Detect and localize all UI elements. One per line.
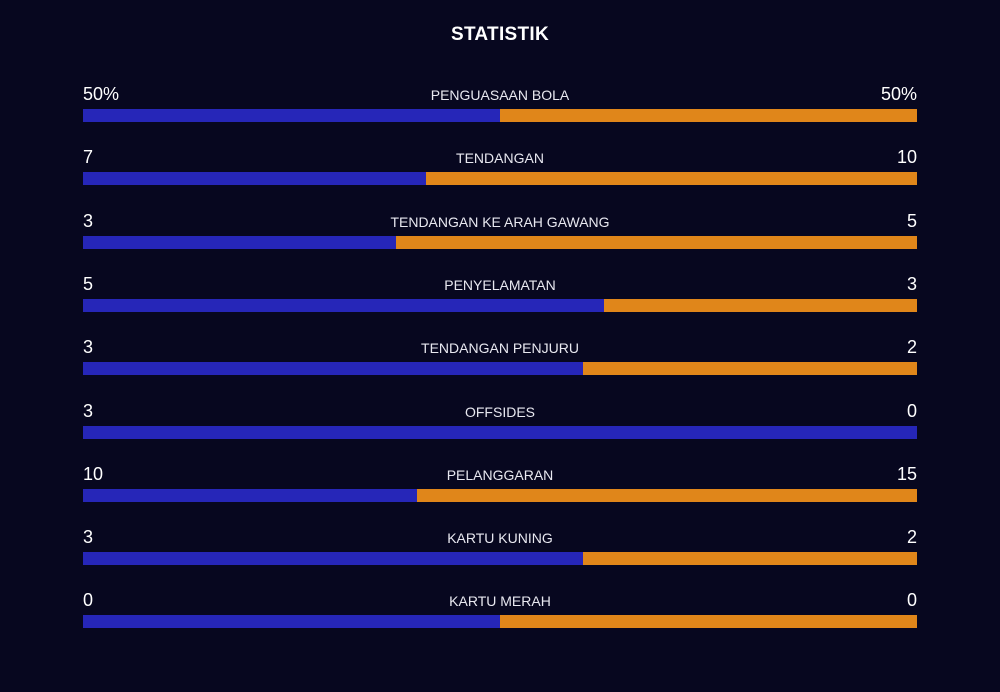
stat-row: 3 TENDANGAN KE ARAH GAWANG 5 [83, 210, 917, 270]
stat-row: 3 OFFSIDES 0 [83, 400, 917, 460]
stat-row: 50% PENGUASAAN BOLA 50% [83, 83, 917, 143]
stat-row: 3 KARTU KUNING 2 [83, 526, 917, 586]
home-value: 3 [83, 527, 94, 548]
stat-label: PELANGGARAN [446, 466, 554, 483]
away-value: 3 [906, 273, 917, 294]
stat-label: OFFSIDES [464, 403, 535, 420]
away-value: 2 [906, 337, 917, 358]
home-bar-fill [83, 362, 584, 376]
home-value: 3 [83, 210, 94, 231]
away-value: 15 [896, 463, 917, 484]
stat-label: TENDANGAN [456, 150, 544, 167]
home-bar-fill [83, 235, 396, 249]
home-value: 3 [83, 337, 94, 358]
stat-row: 10 PELANGGARAN 15 [83, 463, 917, 523]
stat-row: 7 TENDANGAN 10 [83, 146, 917, 206]
home-value: 5 [83, 273, 94, 294]
comparison-bar [83, 172, 917, 186]
comparison-bar [83, 235, 917, 249]
home-bar-fill [83, 615, 500, 629]
comparison-bar [83, 488, 917, 502]
comparison-bar [83, 362, 917, 376]
comparison-bar [83, 109, 917, 122]
away-value: 50% [880, 84, 917, 104]
stat-label: TENDANGAN KE ARAH GAWANG [390, 213, 610, 230]
away-value: 0 [906, 590, 917, 611]
home-value: 3 [83, 400, 94, 421]
away-value: 5 [906, 210, 917, 231]
home-value: 50% [83, 84, 120, 104]
stats-title: STATISTIK [450, 24, 550, 45]
stat-row: 5 PENYELAMATAN 3 [83, 273, 917, 333]
stat-label: PENYELAMATAN [444, 276, 556, 293]
home-value: 10 [83, 463, 104, 484]
home-bar-fill [83, 425, 917, 439]
comparison-bar [83, 552, 917, 566]
home-bar-fill [83, 298, 605, 312]
away-value: 10 [896, 147, 917, 168]
home-bar-fill [83, 109, 500, 122]
away-value: 2 [906, 527, 917, 548]
stat-row: 3 TENDANGAN PENJURU 2 [83, 336, 917, 396]
home-bar-fill [83, 552, 584, 566]
stat-label: KARTU KUNING [447, 530, 553, 547]
stat-label: TENDANGAN PENJURU [421, 340, 579, 357]
home-bar-fill [83, 172, 427, 186]
stat-label: KARTU MERAH [449, 593, 551, 610]
stat-label: PENGUASAAN BOLA [430, 87, 570, 103]
comparison-bar [83, 298, 917, 312]
stat-row: 0 KARTU MERAH 0 [83, 589, 917, 649]
comparison-bar [83, 425, 917, 439]
home-value: 7 [83, 147, 94, 168]
comparison-bar [83, 615, 917, 629]
away-value: 0 [906, 400, 917, 421]
home-value: 0 [83, 590, 94, 611]
home-bar-fill [83, 488, 417, 502]
